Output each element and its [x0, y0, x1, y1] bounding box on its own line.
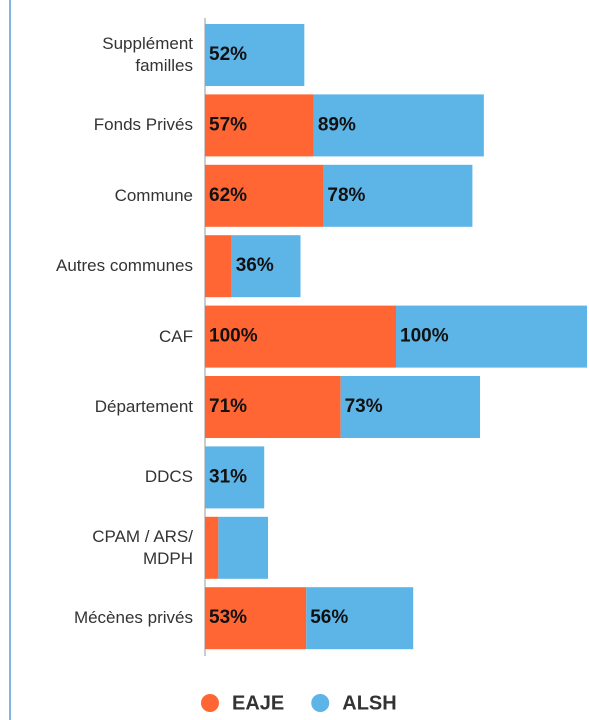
category-label: Commune — [114, 185, 193, 205]
bar-segment — [205, 164, 324, 227]
frame — [9, 0, 11, 720]
value-label: 56% — [310, 607, 348, 628]
bar-segment — [205, 235, 232, 298]
bar-segment — [205, 376, 341, 438]
legend-marker — [311, 694, 330, 712]
category-label: Mécènes privés — [73, 608, 193, 628]
category-label: Département — [94, 397, 193, 416]
bar-segment — [231, 235, 301, 298]
legend-label: EAJE — [232, 692, 284, 714]
bar-segment — [340, 376, 481, 438]
bar-segment — [306, 587, 414, 650]
value-label: 53% — [209, 607, 247, 628]
value-label: 71% — [209, 396, 247, 417]
bar-segment — [205, 305, 396, 368]
category-label: Supplément familles — [102, 34, 193, 75]
value-label: 89% — [318, 114, 356, 135]
legend-marker — [201, 694, 219, 712]
category-label: Fonds Privés — [93, 115, 193, 135]
category-label: Autres communes — [56, 256, 193, 276]
bar-segment — [205, 24, 305, 86]
value-label: 100% — [400, 326, 449, 347]
bar-segment — [205, 587, 307, 650]
value-label: 73% — [345, 396, 383, 417]
bar-segment — [218, 516, 269, 579]
bar-segment — [313, 94, 484, 157]
bar-segment — [205, 516, 219, 579]
value-label: 62% — [209, 185, 247, 206]
value-label: 100% — [209, 326, 258, 347]
category-label: CAF — [159, 326, 193, 346]
value-label: 57% — [209, 114, 247, 135]
value-label: 78% — [327, 185, 365, 206]
legend-label: ALSH — [342, 692, 396, 714]
bar-segment — [205, 446, 265, 509]
bar-segment — [205, 94, 314, 157]
category-label: CPAM / ARS/ MDPH — [92, 526, 193, 568]
bar-segment — [323, 164, 473, 227]
value-label: 31% — [209, 466, 247, 487]
category-label: DDCS — [144, 467, 193, 487]
value-label: 52% — [209, 44, 247, 65]
value-label: 36% — [236, 255, 274, 276]
bar-segment — [396, 305, 587, 368]
